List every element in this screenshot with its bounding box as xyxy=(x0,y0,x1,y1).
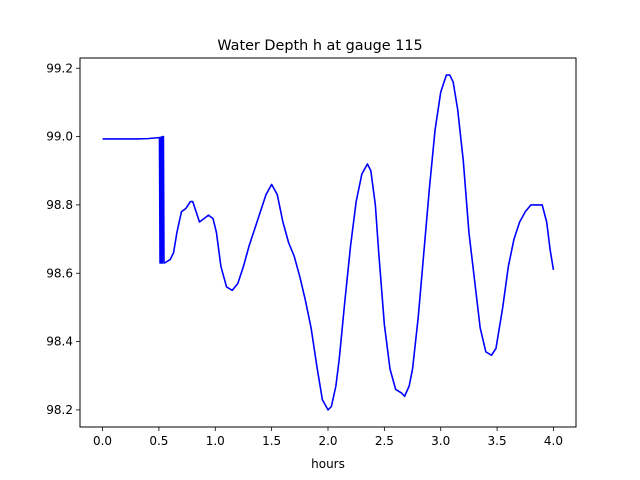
x-tick-label: 3.0 xyxy=(431,434,450,448)
x-tick-label: 2.5 xyxy=(375,434,394,448)
series-line-water-depth xyxy=(102,74,555,411)
x-tick-label: 4.0 xyxy=(544,434,563,448)
x-axis: 0.0 0.5 1.0 1.5 2.0 2.5 3.0 3.5 4.0 xyxy=(93,427,563,448)
x-tick-label: 0.0 xyxy=(93,434,112,448)
y-tick-label: 98.6 xyxy=(46,266,73,280)
x-tick-label: 0.5 xyxy=(149,434,168,448)
y-tick-label: 98.4 xyxy=(46,335,73,349)
x-tick-label: 1.0 xyxy=(206,434,225,448)
y-tick-label: 99.0 xyxy=(46,130,73,144)
y-tick-label: 98.8 xyxy=(46,198,73,212)
y-tick-label: 98.2 xyxy=(46,403,73,417)
axes-frame xyxy=(79,57,577,428)
x-tick-label: 2.0 xyxy=(318,434,337,448)
chart-title: Water Depth h at gauge 115 xyxy=(217,38,422,54)
y-axis: 98.2 98.4 98.6 98.8 99.0 99.2 xyxy=(46,61,80,417)
y-tick-label: 99.2 xyxy=(46,61,73,75)
x-tick-label: 1.5 xyxy=(262,434,281,448)
x-tick-label: 3.5 xyxy=(488,434,507,448)
x-axis-label: hours xyxy=(311,457,345,471)
plot-area xyxy=(102,74,555,411)
